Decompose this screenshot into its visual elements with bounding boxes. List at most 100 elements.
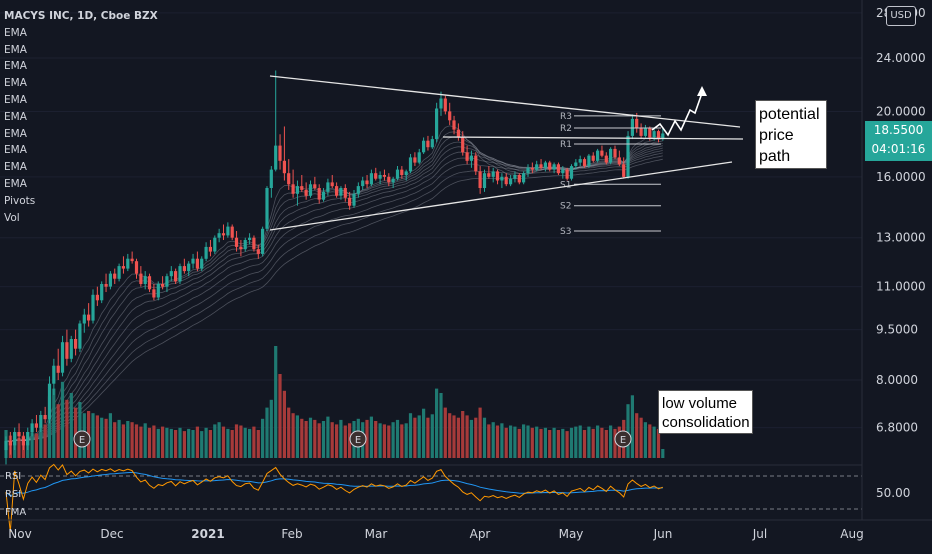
note-line: path — [759, 148, 791, 165]
candle-body — [530, 167, 534, 170]
indicator-ema-10[interactable]: EMA — [4, 177, 27, 190]
candle-body — [422, 140, 426, 153]
earnings-circle — [73, 430, 91, 448]
candle — [639, 123, 643, 140]
candle-body — [478, 171, 482, 188]
candle — [282, 126, 286, 181]
candle — [321, 188, 326, 202]
price-path-note[interactable]: potential price path — [755, 100, 827, 169]
volume-bar — [313, 419, 317, 458]
candle-body — [313, 184, 317, 189]
candle — [117, 263, 121, 282]
candle — [39, 410, 43, 432]
candle — [113, 268, 117, 285]
candle-body — [295, 186, 299, 194]
currency-button[interactable]: USD — [886, 6, 916, 26]
volume-bar — [578, 425, 582, 458]
volume-bar — [587, 426, 591, 458]
earnings-marker[interactable]: E — [73, 430, 91, 448]
rsi-label-1: RSI — [5, 471, 21, 482]
candle — [87, 303, 91, 327]
candle-body — [178, 266, 182, 282]
candle — [256, 244, 260, 259]
indicator-ema-1[interactable]: EMA — [4, 26, 27, 39]
volume-bar — [535, 426, 539, 458]
volume-bar — [239, 425, 243, 458]
price-axis[interactable]: 28.000024.000020.000016.000013.000011.00… — [876, 6, 926, 435]
candle — [47, 376, 52, 424]
volume-bar — [556, 430, 560, 458]
volume-bar — [317, 423, 321, 458]
candle — [100, 281, 104, 304]
volume-bar — [152, 425, 156, 458]
candle — [404, 169, 408, 181]
candle — [330, 175, 334, 189]
time-tick-label: Jul — [752, 527, 767, 541]
time-axis[interactable]: Nov Dec 2021 Feb Mar Apr May Jun Jul Aug — [8, 527, 863, 541]
indicator-ema-3[interactable]: EMA — [4, 60, 27, 73]
volume-bar — [378, 423, 382, 458]
price-tick-label: 8.0000 — [876, 373, 918, 387]
candle-body — [413, 157, 417, 163]
volume-bar — [330, 422, 334, 458]
indicator-pivots[interactable]: Pivots — [4, 194, 36, 207]
symbol-title[interactable]: MACYS INC, 1D, Cboe BZX — [4, 10, 158, 22]
upper-trendline[interactable] — [269, 75, 741, 128]
indicator-ema-8[interactable]: EMA — [4, 144, 27, 157]
candle-body — [348, 197, 352, 206]
earnings-marker[interactable]: E — [614, 430, 632, 448]
indicator-ema-7[interactable]: EMA — [4, 127, 27, 140]
candle-body — [391, 178, 395, 183]
volume-bar — [509, 425, 513, 458]
volume-bar — [374, 421, 378, 458]
volume-bar — [295, 415, 299, 458]
trendline-drawings[interactable] — [269, 75, 744, 231]
candle — [596, 148, 600, 163]
candle — [600, 145, 604, 158]
volume-note[interactable]: low volume consolidation — [658, 390, 753, 434]
lower-trendline[interactable] — [269, 161, 733, 231]
candle — [178, 263, 182, 285]
volume-bars — [4, 346, 665, 458]
candle-body — [82, 314, 86, 324]
note-line: potential — [759, 106, 820, 123]
volume-bar — [208, 430, 212, 458]
indicator-ema-4[interactable]: EMA — [4, 77, 27, 90]
candle — [169, 266, 173, 282]
volume-bar — [243, 427, 247, 458]
price-tick-label: 24.0000 — [876, 51, 926, 65]
candle — [274, 70, 278, 172]
volume-bar — [191, 430, 195, 458]
candle — [165, 273, 169, 293]
candle-body — [4, 440, 8, 451]
volume-bar — [217, 422, 221, 458]
candle — [561, 166, 565, 179]
candle — [65, 329, 69, 366]
horizontal-resistance-line[interactable] — [442, 136, 744, 140]
volume-bar — [513, 426, 517, 458]
candle-body — [578, 159, 582, 163]
candle — [569, 164, 574, 181]
candle-body — [252, 237, 256, 250]
earnings-marker[interactable]: E — [349, 430, 367, 448]
projected-path-line[interactable] — [651, 92, 703, 137]
candle-body — [596, 150, 600, 161]
candle-body — [613, 148, 617, 158]
volume-bar — [426, 417, 430, 458]
candle-body — [248, 237, 252, 240]
indicator-volume[interactable]: Vol — [4, 211, 20, 224]
volume-bar — [213, 424, 217, 458]
candle — [134, 258, 139, 279]
indicator-ema-6[interactable]: EMA — [4, 110, 27, 123]
candle-body — [526, 167, 530, 174]
candle — [426, 135, 430, 151]
candle — [95, 286, 99, 306]
volume-bar — [609, 425, 613, 458]
indicator-ema-2[interactable]: EMA — [4, 43, 27, 56]
candle — [365, 175, 369, 189]
pivot-label: S2 — [560, 202, 571, 212]
indicator-ema-5[interactable]: EMA — [4, 93, 27, 106]
indicator-ema-9[interactable]: EMA — [4, 161, 27, 174]
